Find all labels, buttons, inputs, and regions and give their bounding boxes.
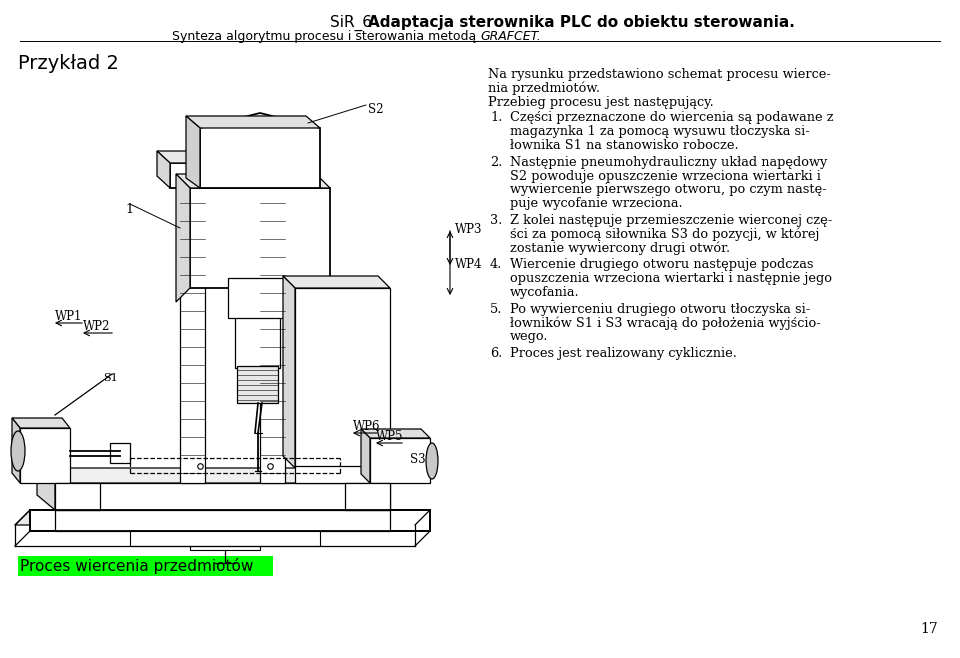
Polygon shape xyxy=(295,288,390,468)
Text: puje wycofanie wrzeciona.: puje wycofanie wrzeciona. xyxy=(510,197,683,210)
Text: S2 powoduje opuszczenie wrzeciona wiertarki i: S2 powoduje opuszczenie wrzeciona wierta… xyxy=(510,170,821,183)
Polygon shape xyxy=(30,510,430,531)
Text: 1: 1 xyxy=(125,203,133,216)
Polygon shape xyxy=(295,466,390,483)
Text: 5.: 5. xyxy=(490,303,502,316)
Polygon shape xyxy=(15,510,430,525)
Polygon shape xyxy=(12,418,70,428)
Text: S1: S1 xyxy=(103,373,118,383)
Text: magazynka 1 za pomocą wysuwu tłoczyska si-: magazynka 1 za pomocą wysuwu tłoczyska s… xyxy=(510,125,809,138)
Text: Przebieg procesu jest następujący.: Przebieg procesu jest następujący. xyxy=(488,95,713,109)
Polygon shape xyxy=(55,483,100,510)
Text: Na rysunku przedstawiono schemat procesu wierce-: Na rysunku przedstawiono schemat procesu… xyxy=(488,68,830,81)
Polygon shape xyxy=(37,468,55,510)
Polygon shape xyxy=(157,151,295,163)
Text: WP5: WP5 xyxy=(376,430,403,443)
Polygon shape xyxy=(370,438,430,483)
Text: 2.: 2. xyxy=(490,156,502,169)
Polygon shape xyxy=(186,116,320,128)
Polygon shape xyxy=(130,531,320,546)
Polygon shape xyxy=(176,174,330,188)
Polygon shape xyxy=(186,116,200,188)
Polygon shape xyxy=(283,276,295,468)
Polygon shape xyxy=(170,163,295,188)
Text: Proces wiercenia przedmiotów: Proces wiercenia przedmiotów xyxy=(20,558,253,574)
Polygon shape xyxy=(251,176,285,188)
Text: S3: S3 xyxy=(410,453,425,466)
Polygon shape xyxy=(180,188,205,483)
Text: 1.: 1. xyxy=(490,111,502,124)
Polygon shape xyxy=(37,468,390,483)
Text: 6.: 6. xyxy=(490,347,502,360)
Text: zostanie wywiercony drugi otwór.: zostanie wywiercony drugi otwór. xyxy=(510,241,731,255)
Bar xyxy=(18,556,273,576)
Text: 17: 17 xyxy=(921,622,938,636)
Text: SiR_6: SiR_6 xyxy=(330,15,377,31)
Text: WP3: WP3 xyxy=(455,223,483,236)
Text: Z kolei następuje przemieszczenie wierconej czę-: Z kolei następuje przemieszczenie wierco… xyxy=(510,214,832,227)
Text: Synteza algorytmu procesu i sterowania metodą: Synteza algorytmu procesu i sterowania m… xyxy=(172,30,480,43)
Polygon shape xyxy=(361,429,430,438)
Text: ści za pomocą siłownika S3 do pozycji, w której: ści za pomocą siłownika S3 do pozycji, w… xyxy=(510,228,820,241)
Polygon shape xyxy=(235,283,280,368)
Polygon shape xyxy=(200,113,320,188)
Text: S2: S2 xyxy=(368,103,383,116)
Text: GRAFCET.: GRAFCET. xyxy=(480,30,540,43)
Polygon shape xyxy=(110,443,130,463)
Polygon shape xyxy=(260,188,285,483)
Text: Po wywierceniu drugiego otworu tłoczyska si-: Po wywierceniu drugiego otworu tłoczyska… xyxy=(510,303,810,316)
Ellipse shape xyxy=(426,443,438,479)
Polygon shape xyxy=(228,278,290,318)
Polygon shape xyxy=(12,418,20,483)
Text: 4.: 4. xyxy=(490,259,502,271)
Text: Proces jest realizowany cyklicznie.: Proces jest realizowany cyklicznie. xyxy=(510,347,737,360)
Text: nia przedmiotów.: nia przedmiotów. xyxy=(488,82,600,95)
Polygon shape xyxy=(283,276,390,288)
Text: WP2: WP2 xyxy=(83,320,110,333)
Polygon shape xyxy=(157,151,170,188)
Ellipse shape xyxy=(11,431,25,471)
Text: WP1: WP1 xyxy=(55,310,83,323)
Polygon shape xyxy=(190,188,330,288)
Text: wego.: wego. xyxy=(510,330,548,343)
Text: WP4: WP4 xyxy=(455,258,483,271)
Polygon shape xyxy=(55,483,390,510)
Text: WP6: WP6 xyxy=(353,420,380,433)
Text: Adaptacja sterownika PLC do obiektu sterowania.: Adaptacja sterownika PLC do obiektu ster… xyxy=(368,15,795,30)
Polygon shape xyxy=(190,531,260,550)
Polygon shape xyxy=(345,483,390,510)
Text: wywiercenie pierwszego otworu, po czym nastę-: wywiercenie pierwszego otworu, po czym n… xyxy=(510,184,827,196)
Polygon shape xyxy=(171,176,205,188)
Polygon shape xyxy=(176,174,190,302)
Text: Wiercenie drugiego otworu następuje podczas: Wiercenie drugiego otworu następuje podc… xyxy=(510,259,813,271)
Text: 3.: 3. xyxy=(490,214,502,227)
Text: łownika S1 na stanowisko robocze.: łownika S1 na stanowisko robocze. xyxy=(510,139,738,152)
Polygon shape xyxy=(237,366,278,403)
Text: łowników S1 i S3 wracają do położenia wyjścio-: łowników S1 i S3 wracają do położenia wy… xyxy=(510,316,821,330)
Text: Następnie pneumohydrauliczny układ napędowy: Następnie pneumohydrauliczny układ napęd… xyxy=(510,156,828,169)
Text: Części przeznaczone do wiercenia są podawane z: Części przeznaczone do wiercenia są poda… xyxy=(510,111,833,124)
Polygon shape xyxy=(20,428,70,483)
Polygon shape xyxy=(55,510,390,531)
Text: wycofania.: wycofania. xyxy=(510,286,580,299)
Text: Przykład 2: Przykład 2 xyxy=(18,54,119,73)
Polygon shape xyxy=(361,429,370,483)
Text: opuszczenia wrzeciona wiertarki i następnie jego: opuszczenia wrzeciona wiertarki i następ… xyxy=(510,272,832,285)
